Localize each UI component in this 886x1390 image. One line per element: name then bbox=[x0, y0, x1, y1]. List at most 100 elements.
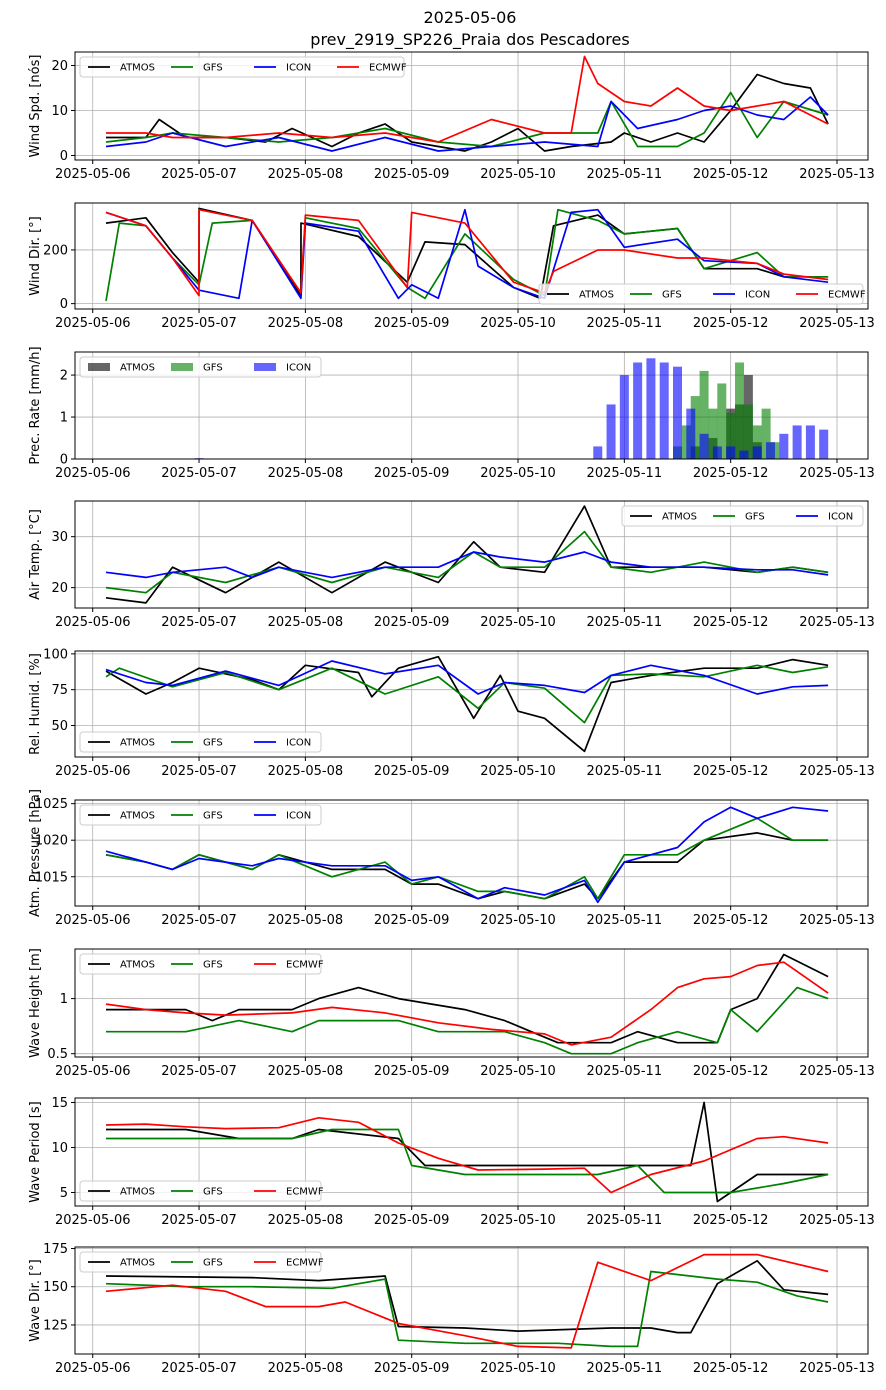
y-tick-label: 20 bbox=[51, 59, 68, 74]
x-tick-label: 2025-05-07 bbox=[161, 1213, 237, 1228]
x-tick-label: 2025-05-09 bbox=[374, 764, 450, 779]
legend-box bbox=[79, 1251, 322, 1273]
x-tick-label: 2025-05-11 bbox=[587, 764, 663, 779]
legend-box bbox=[79, 953, 322, 975]
legend-box bbox=[621, 505, 864, 527]
legend-box bbox=[79, 1180, 322, 1202]
y-axis-label: Wave Height [m] bbox=[28, 948, 43, 1058]
legend: ATMOS GFS ICON ECMWF bbox=[538, 283, 866, 305]
y-tick-label: 10 bbox=[51, 104, 68, 119]
x-tick-label: 2025-05-07 bbox=[161, 167, 237, 182]
y-tick-label: 50 bbox=[51, 719, 68, 734]
figure-subtitle: prev_2919_SP226_Praia dos Pescadores bbox=[310, 30, 629, 50]
x-tick-label: 2025-05-11 bbox=[587, 167, 663, 182]
legend-swatch-icon bbox=[254, 363, 276, 371]
legend-label-ecmwf: ECMWF bbox=[286, 1187, 324, 1198]
x-tick-label: 2025-05-13 bbox=[799, 316, 875, 331]
legend-label-gfs: GFS bbox=[745, 512, 765, 523]
series-line-gfs bbox=[105, 664, 829, 724]
x-tick-label: 2025-05-10 bbox=[480, 316, 556, 331]
bar-gfs bbox=[735, 362, 745, 459]
series-line-gfs bbox=[105, 1270, 829, 1348]
legend-box bbox=[79, 731, 322, 753]
bar-gfs bbox=[708, 408, 718, 459]
legend-label-gfs: GFS bbox=[203, 63, 223, 74]
legend-label-atmos: ATMOS bbox=[120, 1258, 155, 1269]
x-tick-label: 2025-05-06 bbox=[55, 764, 131, 779]
legend: ATMOS GFS ICON ECMWF bbox=[79, 56, 407, 78]
y-tick-label: 1025 bbox=[35, 797, 68, 812]
bar-gfs bbox=[752, 425, 762, 459]
legend-label-ecmwf: ECMWF bbox=[828, 290, 866, 301]
x-tick-label: 2025-05-06 bbox=[55, 1064, 131, 1079]
legend: ATMOS GFS ICON bbox=[79, 731, 322, 753]
y-tick-label: 0 bbox=[60, 453, 68, 468]
legend-label-icon: ICON bbox=[745, 290, 770, 301]
y-tick-label: 0.5 bbox=[47, 1047, 68, 1062]
bar-icon bbox=[792, 425, 802, 459]
legend-box bbox=[79, 804, 322, 826]
bar-icon bbox=[805, 425, 815, 459]
legend-swatch-gfs bbox=[171, 363, 193, 371]
series-line-atmos bbox=[105, 1259, 829, 1334]
bar-icon bbox=[766, 442, 776, 459]
x-tick-label: 2025-05-12 bbox=[693, 764, 769, 779]
bar-icon bbox=[726, 446, 736, 459]
bar-icon bbox=[593, 446, 603, 459]
x-tick-label: 2025-05-10 bbox=[480, 1361, 556, 1376]
x-tick-label: 2025-05-11 bbox=[587, 1361, 663, 1376]
legend: ATMOS GFS ECMWF bbox=[79, 1251, 324, 1273]
x-tick-label: 2025-05-11 bbox=[587, 1213, 663, 1228]
legend-swatch-atmos bbox=[88, 363, 110, 371]
x-tick-label: 2025-05-13 bbox=[799, 1064, 875, 1079]
series-line-gfs bbox=[106, 1128, 829, 1194]
legend-label-atmos: ATMOS bbox=[579, 290, 614, 301]
series-line-gfs bbox=[106, 986, 829, 1055]
y-tick-label: 1 bbox=[60, 992, 68, 1007]
y-axis-label: Air Temp. [°C] bbox=[28, 509, 43, 600]
series-line-gfs bbox=[105, 817, 829, 900]
series-line-icon bbox=[105, 208, 829, 300]
legend-label-ecmwf: ECMWF bbox=[369, 63, 407, 74]
axes-frame bbox=[74, 351, 869, 460]
x-tick-label: 2025-05-10 bbox=[480, 615, 556, 630]
x-tick-label: 2025-05-10 bbox=[480, 913, 556, 928]
series-line-atmos bbox=[105, 655, 829, 753]
y-tick-label: 100 bbox=[43, 647, 68, 662]
x-tick-label: 2025-05-08 bbox=[268, 764, 344, 779]
bar-icon bbox=[646, 358, 656, 459]
bar-gfs bbox=[761, 408, 771, 459]
series-line-icon bbox=[105, 660, 829, 695]
x-tick-label: 2025-05-06 bbox=[55, 1361, 131, 1376]
legend-label-icon: ICON bbox=[286, 363, 311, 374]
x-tick-label: 2025-05-12 bbox=[693, 913, 769, 928]
x-tick-label: 2025-05-13 bbox=[799, 167, 875, 182]
x-tick-label: 2025-05-07 bbox=[161, 466, 237, 481]
series-line-gfs bbox=[105, 208, 829, 302]
x-tick-label: 2025-05-08 bbox=[268, 1213, 344, 1228]
legend-label-ecmwf: ECMWF bbox=[286, 960, 324, 971]
y-tick-label: 20 bbox=[51, 581, 68, 596]
legend: ATMOS GFS ECMWF bbox=[79, 1180, 324, 1202]
legend-label-gfs: GFS bbox=[203, 738, 223, 749]
x-tick-label: 2025-05-06 bbox=[55, 615, 131, 630]
x-tick-label: 2025-05-09 bbox=[374, 1064, 450, 1079]
series-line-gfs bbox=[105, 530, 829, 594]
x-tick-label: 2025-05-12 bbox=[693, 615, 769, 630]
bar-icon bbox=[739, 450, 749, 459]
y-tick-label: 125 bbox=[43, 1318, 68, 1333]
legend-label-atmos: ATMOS bbox=[120, 63, 155, 74]
axes-frame bbox=[74, 948, 869, 1058]
x-tick-label: 2025-05-11 bbox=[587, 615, 663, 630]
x-tick-label: 2025-05-09 bbox=[374, 615, 450, 630]
figure-title: 2025-05-06 bbox=[424, 8, 517, 27]
x-tick-label: 2025-05-11 bbox=[587, 1064, 663, 1079]
series-line-ecmwf bbox=[105, 961, 829, 1046]
y-axis-label: Prec. Rate [mm/h] bbox=[28, 346, 43, 464]
axes-frame bbox=[74, 51, 869, 161]
legend: ATMOS GFS ECMWF bbox=[79, 953, 324, 975]
legend-label-atmos: ATMOS bbox=[662, 512, 697, 523]
y-tick-label: 30 bbox=[51, 530, 68, 545]
panel-4: 2025-05-06 2025-05-07 2025-05-08 2025-05-09… bbox=[28, 500, 875, 630]
